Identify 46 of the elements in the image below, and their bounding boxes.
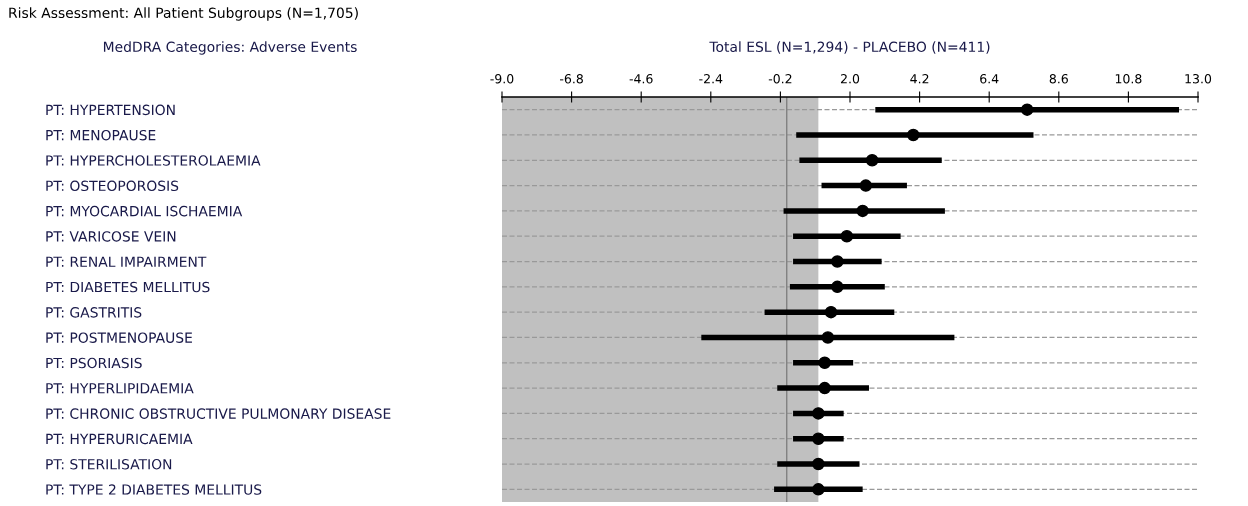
y-tick-label: PT: HYPERLIPIDAEMIA [46, 383, 194, 394]
point [831, 255, 844, 268]
x-tick-label: 4.2 [910, 74, 929, 84]
y-tick-label: PT: HYPERCHOLESTEROLAEMIA [46, 155, 261, 166]
y-tick-label: PT: HYPERURICAEMIA [46, 433, 193, 445]
y-tick-label: PT: CHRONIC OBSTRUCTIVE PULMONARY DISEASE [46, 408, 391, 419]
x-tick-label: 10.8 [1115, 74, 1142, 84]
y-axis-title: MedDRA Categories: Adverse Events [103, 41, 357, 55]
x-tick-label: 8.6 [1049, 74, 1068, 84]
y-tick-label: PT: POSTMENOPAUSE [46, 332, 192, 343]
y-tick-label: PT: VARICOSE VEIN [46, 231, 176, 242]
point [856, 204, 869, 218]
point [1020, 103, 1034, 116]
y-tick-label: PT: MENOPAUSE [46, 129, 156, 141]
x-axis-title: Total ESL (N=1,294) - PLACEBO (N=411) [709, 41, 990, 54]
x-tick-label: -4.6 [629, 74, 653, 84]
x-tick-label: 6.4 [980, 74, 999, 84]
point [812, 432, 825, 445]
point [840, 229, 854, 243]
point [818, 381, 831, 395]
y-tick-label: PT: RENAL IMPAIRMENT [46, 256, 207, 267]
x-tick-label: -2.4 [699, 74, 723, 84]
y-tick-label: PT: DIABETES MELLITUS [46, 281, 210, 293]
text: Risk Assessment: All Patient Subgroups (N=1,705) [9, 7, 358, 21]
point [831, 280, 844, 294]
x-tick-label: -9.0 [490, 74, 514, 84]
y-tick-label: PT: STERILISATION [46, 459, 172, 470]
point [821, 331, 835, 344]
point [812, 407, 825, 420]
y-tick-label: PT: PSORIASIS [46, 357, 142, 369]
y-tick-label: PT: MYOCARDIAL ISCHAEMIA [46, 205, 243, 217]
point [907, 128, 920, 142]
point [865, 154, 879, 167]
point [859, 179, 873, 192]
x-tick-label: 2.0 [840, 74, 860, 84]
x-tick-label: -0.2 [768, 74, 792, 84]
y-tick-label: PT: GASTRITIS [46, 307, 142, 318]
point [812, 457, 825, 471]
y-tick-label: PT: HYPERTENSION [46, 104, 175, 116]
x-tick-label: 13.0 [1185, 74, 1212, 84]
x-tick-label: -6.8 [560, 74, 583, 84]
y-tick-label: PT: TYPE 2 DIABETES MELLITUS [46, 484, 262, 495]
point [818, 356, 831, 370]
point [824, 305, 838, 319]
point [812, 483, 825, 496]
y-tick-label: PT: OSTEOPOROSIS [46, 180, 179, 192]
